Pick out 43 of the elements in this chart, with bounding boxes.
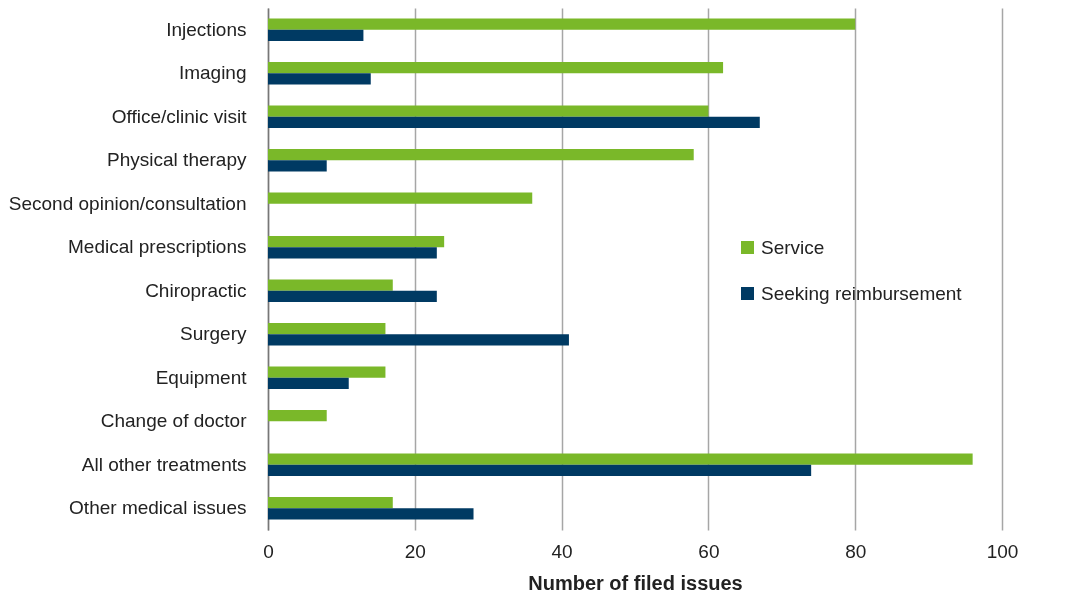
bar [268, 496, 393, 509]
x-tick-label: 100 [986, 540, 1019, 562]
y-tick-label: Office/clinic visit [111, 105, 248, 127]
bar [268, 366, 386, 378]
bar [268, 322, 386, 335]
y-tick-label: Injections [166, 18, 247, 40]
bar [268, 18, 856, 30]
bar [268, 464, 812, 477]
bar [268, 377, 349, 390]
y-tick-label: Other medical issues [69, 497, 247, 519]
y-tick-label: All other treatments [81, 453, 247, 475]
x-axis-title: Number of filed issues [528, 571, 743, 594]
y-tick-label: Physical therapy [107, 149, 247, 171]
bar [268, 290, 437, 303]
bar [268, 409, 327, 422]
y-tick-label: Surgery [179, 323, 247, 345]
bar [268, 61, 724, 74]
bar [268, 105, 709, 117]
bar [268, 160, 327, 172]
bar [268, 247, 437, 259]
legend-label: Service [761, 236, 825, 258]
y-tick-label: Change of doctor [100, 410, 248, 432]
bar [268, 279, 393, 291]
bar [268, 148, 694, 161]
y-tick-label: Medical prescriptions [68, 236, 247, 258]
x-tick-label: 0 [263, 540, 274, 562]
bar [268, 73, 371, 85]
bar [268, 192, 533, 204]
legend-label: Seeking reimbursement [761, 282, 963, 304]
x-tick-label: 60 [698, 540, 720, 562]
x-tick-label: 80 [845, 540, 867, 562]
x-tick-label: 40 [551, 540, 573, 562]
bar [268, 29, 364, 42]
bar [268, 235, 445, 248]
y-tick-label: Chiropractic [145, 279, 247, 301]
y-tick-label: Imaging [178, 62, 247, 84]
x-tick-label: 20 [404, 540, 426, 562]
bar [268, 116, 760, 129]
bar [268, 334, 569, 346]
bar [268, 453, 973, 465]
y-tick-label: Second opinion/consultation [8, 192, 247, 214]
y-tick-label: Equipment [155, 366, 248, 388]
bar [268, 508, 474, 520]
